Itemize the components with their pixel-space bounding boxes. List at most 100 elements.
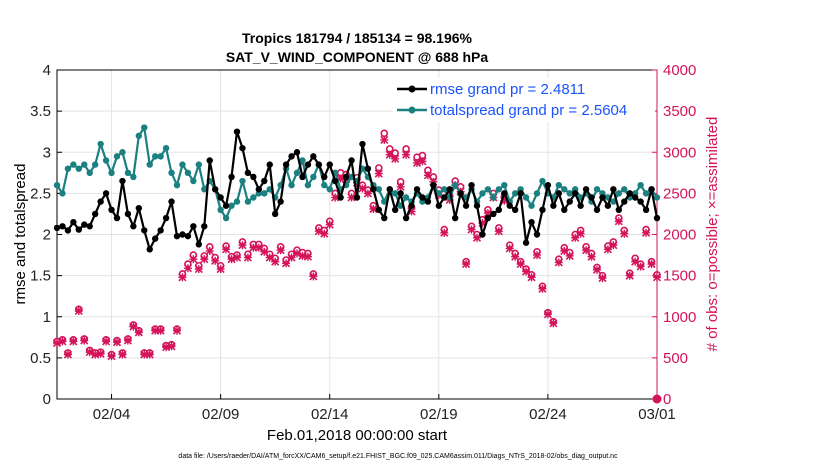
chart-title-line1: Tropics 181794 / 185134 = 98.196%: [242, 30, 473, 46]
y-right-tick-label: 0: [663, 391, 671, 408]
obs-assimilated-point: [347, 193, 356, 202]
series-point: [81, 161, 88, 168]
series-point: [97, 198, 104, 205]
obs-assimilated-point: [571, 233, 580, 242]
series-point: [261, 177, 268, 185]
series-point: [151, 153, 159, 160]
series-point: [310, 153, 317, 160]
obs-assimilated-point: [609, 241, 618, 250]
series-point: [653, 194, 661, 201]
series-point: [299, 157, 306, 164]
series-point: [108, 206, 115, 214]
obs-assimilated-point: [243, 253, 252, 262]
series-point: [561, 206, 568, 214]
series-assimilated: [52, 135, 662, 361]
series-point: [441, 194, 448, 201]
series-point: [162, 214, 170, 222]
obs-assimilated-point: [603, 245, 612, 254]
series-point: [642, 190, 650, 197]
obs-assimilated-point: [532, 250, 542, 260]
series-point: [582, 186, 590, 193]
series-point: [70, 218, 77, 226]
series-point: [610, 198, 617, 205]
series-point: [517, 190, 524, 197]
series-point: [593, 206, 601, 214]
series-point: [124, 210, 132, 218]
obs-assimilated-point: [494, 227, 503, 236]
y-left-tick-label: 4: [43, 62, 51, 79]
series-point: [533, 231, 541, 238]
series-point: [59, 223, 66, 230]
series-point: [64, 227, 72, 234]
obs-assimilated-point: [554, 258, 563, 267]
obs-assimilated-point: [412, 158, 422, 168]
series-point: [528, 218, 535, 226]
x-tick-label: 02/24: [529, 406, 567, 423]
series-point: [86, 169, 93, 177]
obs-assimilated-point: [320, 229, 329, 238]
series-point: [151, 235, 159, 242]
y-right-tick-label: 2500: [663, 185, 696, 202]
obs-assimilated-point: [325, 220, 334, 229]
x-tick-label: 02/19: [420, 406, 458, 423]
legend-spread-label: totalspread grand pr = 2.5604: [430, 102, 627, 119]
series-point: [206, 157, 213, 164]
series-point: [190, 177, 197, 185]
obs-assimilated-point: [309, 272, 318, 281]
obs-assimilated-point: [391, 154, 400, 163]
series-point: [561, 186, 568, 193]
series-point: [59, 190, 66, 197]
series-point: [135, 204, 143, 212]
series-point: [228, 173, 235, 181]
series-point: [293, 149, 301, 156]
obs-assimilated-point: [118, 350, 127, 359]
series-point: [91, 161, 99, 168]
obs-assimilated-point: [107, 352, 116, 361]
series-point: [528, 202, 535, 209]
series-point: [250, 194, 257, 201]
obs-assimilated-point: [620, 229, 629, 238]
series-point: [599, 194, 606, 201]
series-point: [413, 186, 421, 193]
series-point: [359, 140, 366, 148]
obs-assimilated-point: [636, 262, 645, 271]
series-point: [544, 181, 552, 189]
y-left-tick-label: 0.5: [30, 350, 51, 367]
obs-assimilated-point: [222, 245, 231, 254]
series-point: [397, 190, 404, 197]
series-point: [539, 206, 546, 214]
series-point: [299, 173, 306, 181]
series-point: [566, 198, 573, 205]
series-point: [539, 177, 546, 185]
series-point: [353, 194, 361, 201]
series-point: [233, 128, 241, 135]
series-point: [446, 186, 453, 193]
legend: rmse grand pr = 2.4811 totalspread grand…: [393, 78, 655, 122]
series-point: [321, 173, 328, 181]
series-point: [195, 241, 203, 248]
series-point: [364, 165, 372, 172]
series-point: [506, 202, 513, 209]
obs-assimilated-point: [440, 228, 449, 237]
series-point: [648, 186, 655, 193]
x-tick-label: 02/09: [202, 406, 240, 423]
series-point: [522, 194, 530, 201]
obs-assimilated-point: [516, 260, 525, 269]
series-point: [184, 232, 192, 240]
x-axis: 02/04 02/09 02/14 02/19 02/24 03/01: [93, 394, 676, 423]
obs-assimilated-point: [276, 246, 285, 255]
series-point: [113, 153, 121, 160]
series-point: [282, 161, 290, 168]
series-point: [168, 198, 175, 205]
series-point: [337, 194, 344, 201]
y-right-tick-label: 2000: [663, 227, 696, 244]
series-point: [141, 227, 148, 234]
series-point: [201, 186, 208, 193]
series-point: [555, 190, 563, 197]
series-point: [408, 202, 415, 209]
x-tick-label: 03/01: [638, 406, 676, 423]
obs-assimilated-point: [200, 255, 209, 264]
series-point: [304, 161, 312, 168]
series-point: [75, 165, 83, 172]
series-point: [479, 190, 486, 197]
